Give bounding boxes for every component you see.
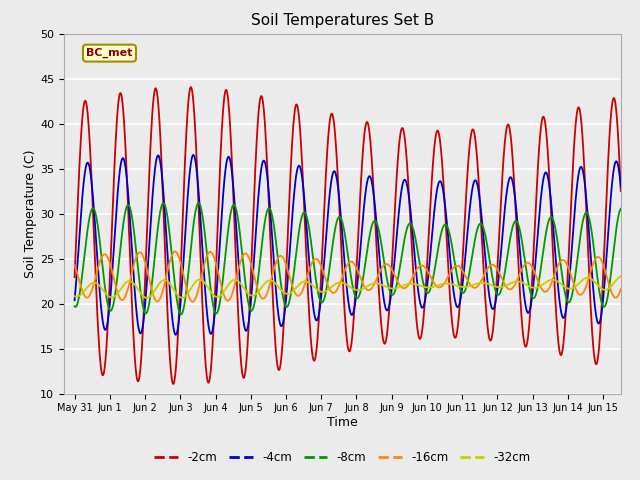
-2cm [71,274,79,280]
-16cm [607,287,614,292]
-2cm [548,220,556,226]
-4cm [71,297,79,303]
Line: -2cm: -2cm [75,87,621,384]
-2cm [133,375,141,381]
Line: -4cm: -4cm [75,155,621,335]
-4cm [548,204,556,210]
Legend: -2cm, -4cm, -8cm, -16cm, -32cm: -2cm, -4cm, -8cm, -16cm, -32cm [150,446,535,469]
Title: Soil Temperatures Set B: Soil Temperatures Set B [251,13,434,28]
-32cm [133,285,141,290]
-4cm [607,199,614,205]
-4cm [166,279,173,285]
-8cm [177,312,185,317]
-16cm [189,299,196,305]
-8cm [166,228,173,234]
-2cm [170,381,177,387]
-8cm [548,214,556,220]
Text: BC_met: BC_met [86,48,132,58]
-2cm [304,290,312,296]
-32cm [143,295,151,301]
X-axis label: Time: Time [327,416,358,429]
-2cm [617,188,625,194]
-32cm [617,274,625,279]
-16cm [304,271,312,276]
-16cm [617,287,625,292]
-8cm [304,220,312,226]
-8cm [280,300,288,306]
-32cm [304,279,312,285]
-32cm [548,277,556,283]
Line: -8cm: -8cm [75,203,621,314]
-2cm [166,346,173,351]
-32cm [280,290,288,296]
-2cm [607,119,614,125]
-4cm [133,312,141,318]
-4cm [304,244,312,250]
-16cm [71,262,79,268]
-16cm [133,252,141,258]
-32cm [166,280,173,286]
-8cm [71,303,79,309]
-16cm [166,261,173,266]
-8cm [133,255,141,261]
Line: -32cm: -32cm [75,276,621,298]
-4cm [617,184,625,190]
-16cm [280,257,288,263]
-32cm [606,284,614,290]
-4cm [172,332,179,338]
-8cm [607,275,614,281]
-16cm [548,280,556,286]
-16cm [171,249,179,254]
-4cm [189,152,197,158]
-8cm [617,206,625,212]
Y-axis label: Soil Temperature (C): Soil Temperature (C) [24,149,37,278]
-8cm [195,200,202,206]
Line: -16cm: -16cm [75,252,621,302]
-2cm [187,84,195,90]
-32cm [71,293,79,299]
-4cm [280,312,288,317]
-2cm [280,308,288,314]
